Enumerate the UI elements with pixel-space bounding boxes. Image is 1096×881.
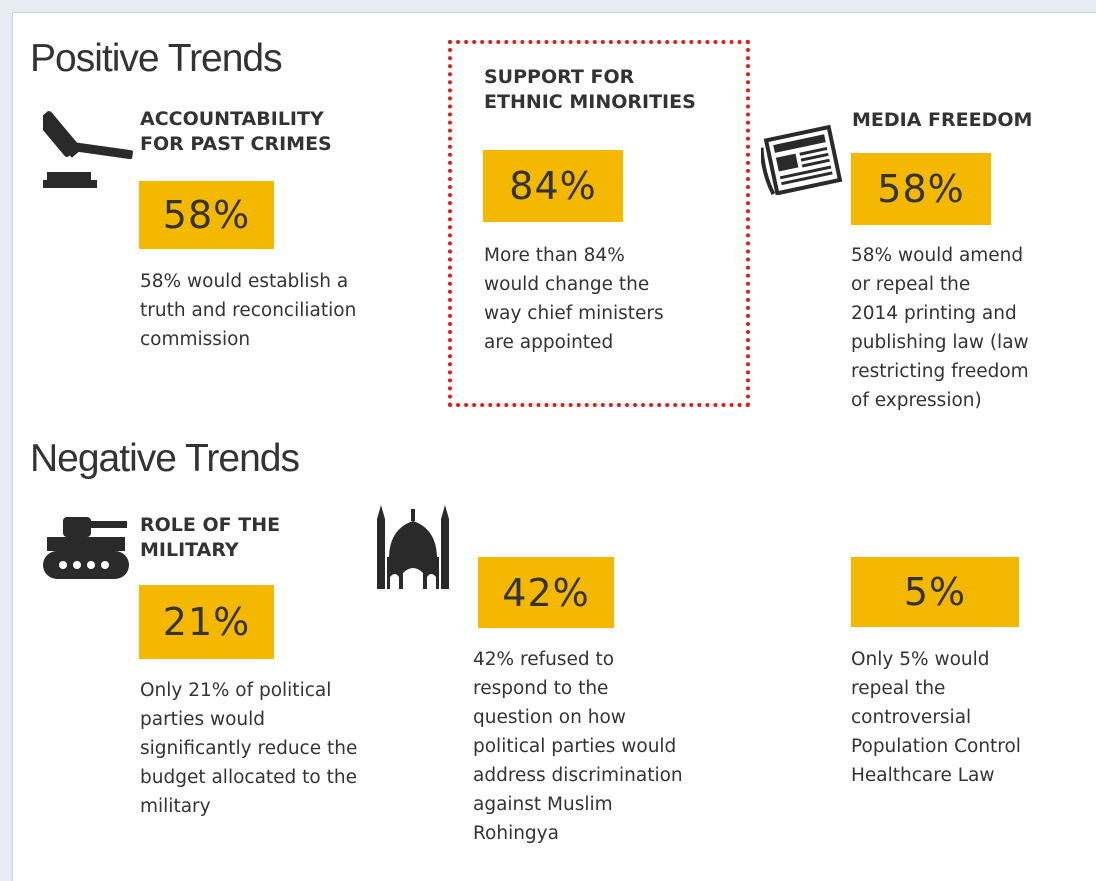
military-percent-badge: 21% <box>139 585 274 659</box>
gavel-icon <box>43 111 133 188</box>
tank-icon <box>43 517 129 579</box>
newspaper-icon <box>761 125 843 195</box>
ethnic-minorities-description: More than 84% would change the way chief… <box>484 245 664 353</box>
media-freedom-heading: MEDIA FREEDOM <box>852 109 1033 131</box>
military-description: Only 21% of political parties would sign… <box>140 680 358 817</box>
rohingya-description: 42% refused to respond to the question o… <box>473 649 683 844</box>
ethnic-minorities-heading: SUPPORT FOR ETHNIC MINORITIES <box>484 66 696 113</box>
media-freedom-percent-badge: 58% <box>851 153 991 225</box>
mosque-icon <box>377 505 449 589</box>
population-control-description: Only 5% would repeal the controversial P… <box>851 649 1021 786</box>
negative-trends-title: Negative Trends <box>30 437 300 480</box>
accountability-heading: ACCOUNTABILITY FOR PAST CRIMES <box>140 108 332 155</box>
ethnic-minorities-percent-badge: 84% <box>483 150 623 222</box>
infographic-panel: Positive Trends ACCOUNTABILITY FOR PAST … <box>12 12 1096 881</box>
population-control-percent-badge: 5% <box>851 557 1019 627</box>
military-heading: ROLE OF THE MILITARY <box>140 514 281 561</box>
accountability-description: 58% would establish a truth and reconcil… <box>140 271 357 350</box>
highlight-box <box>448 40 750 407</box>
accountability-percent-badge: 58% <box>139 181 274 249</box>
media-freedom-description: 58% would amend or repeal the 2014 print… <box>851 245 1029 411</box>
rohingya-percent-badge: 42% <box>478 557 614 628</box>
positive-trends-title: Positive Trends <box>30 37 283 80</box>
